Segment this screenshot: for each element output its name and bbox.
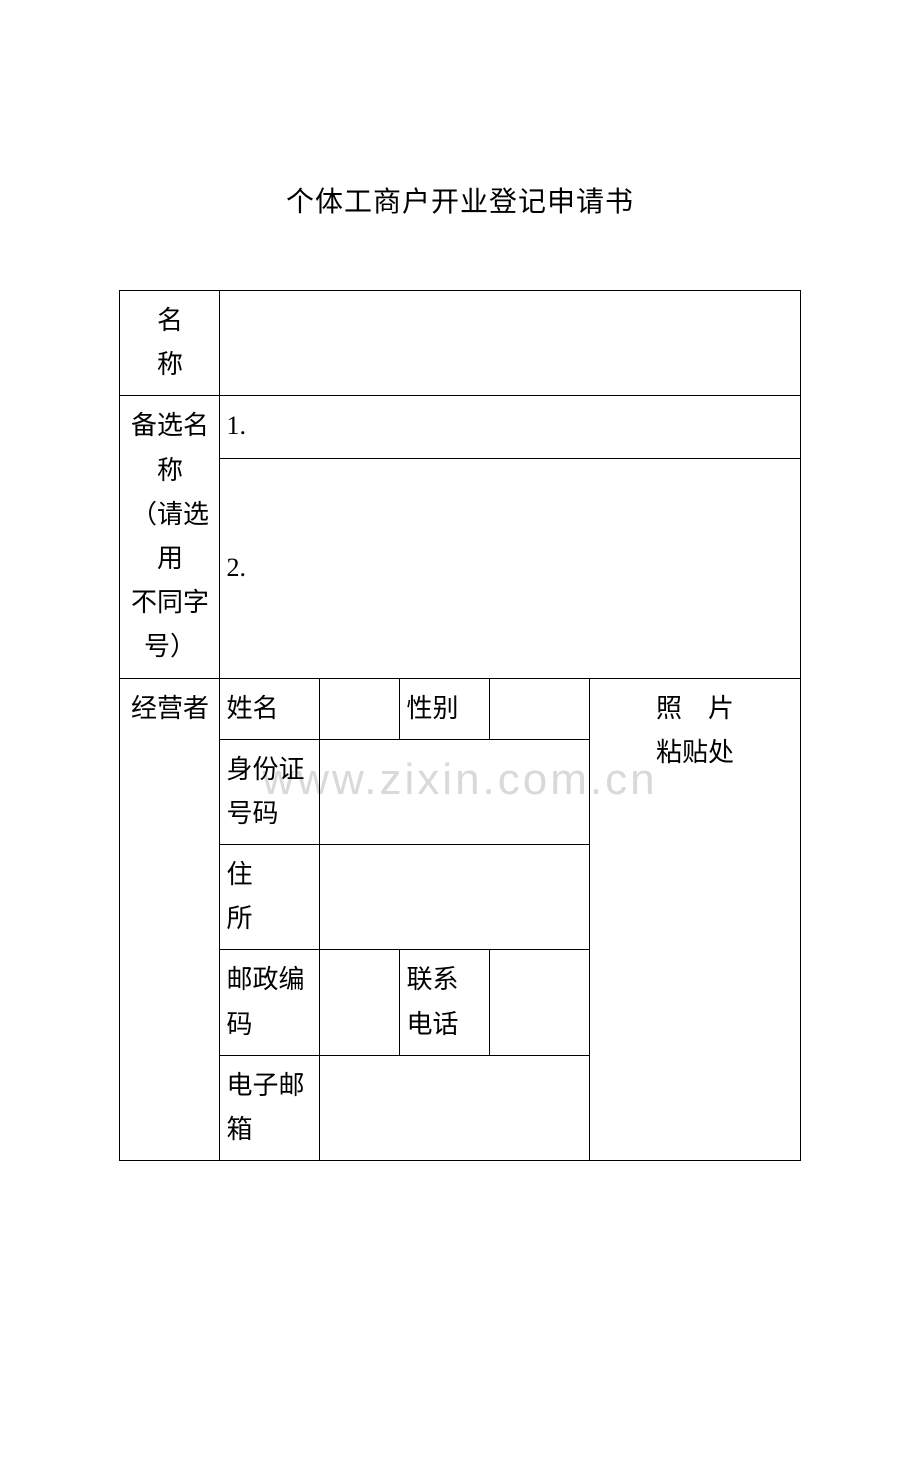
table-row-altname-1: 备选名 称 （请选 用 不同字 号） 1. xyxy=(120,396,800,458)
operator-postal-label: 邮政编 码 xyxy=(220,950,320,1055)
operator-address-label: 住 所 xyxy=(220,845,320,950)
operator-phone-value[interactable] xyxy=(490,950,590,1055)
altname-label: 备选名 称 （请选 用 不同字 号） xyxy=(120,396,220,678)
operator-email-value[interactable] xyxy=(320,1055,590,1160)
operator-email-label: 电子邮 箱 xyxy=(220,1055,320,1160)
table-row-operator-name: 经营者 姓名 性别 照 片 粘贴处 xyxy=(120,678,800,739)
altname-option2[interactable]: 2. xyxy=(220,458,800,678)
altname-option1[interactable]: 1. xyxy=(220,396,800,458)
table-row-name: 名 称 xyxy=(120,291,800,396)
name-value[interactable] xyxy=(220,291,800,396)
document-title: 个体工商户开业登记申请书 xyxy=(0,180,920,220)
table-row-altname-2: 2. xyxy=(120,458,800,678)
photo-placeholder: 照 片 粘贴处 xyxy=(590,678,800,1161)
operator-name-label: 姓名 xyxy=(220,678,320,739)
operator-phone-label: 联系 电话 xyxy=(400,950,490,1055)
operator-name-value[interactable] xyxy=(320,678,400,739)
operator-postal-value[interactable] xyxy=(320,950,400,1055)
operator-address-value[interactable] xyxy=(320,845,590,950)
operator-id-label: 身份证 号码 xyxy=(220,739,320,844)
operator-gender-value[interactable] xyxy=(490,678,590,739)
name-label: 名 称 xyxy=(120,291,220,396)
operator-gender-label: 性别 xyxy=(400,678,490,739)
document-content: 个体工商户开业登记申请书 名 称 备选名 称 （请选 用 不同字 号） 1. xyxy=(0,180,920,1161)
operator-id-value[interactable] xyxy=(320,739,590,844)
application-form-table: 名 称 备选名 称 （请选 用 不同字 号） 1. 2. 经营者 姓名 xyxy=(119,290,800,1161)
operator-label: 经营者 xyxy=(120,678,220,1161)
